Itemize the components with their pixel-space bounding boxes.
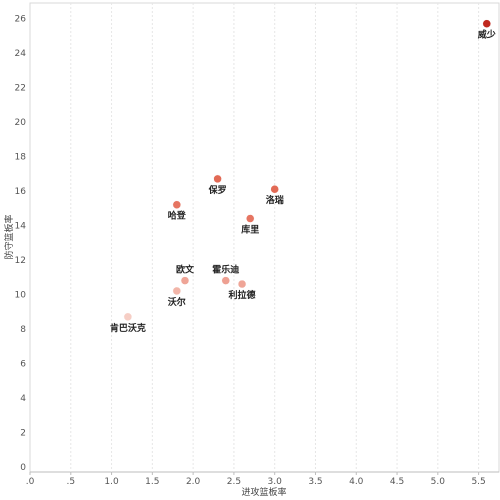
point-label: 保罗 (208, 184, 227, 196)
data-points (123, 19, 492, 322)
x-tick-label: 4.0 (349, 477, 364, 487)
x-tick-label: 2.0 (186, 477, 201, 487)
x-tick-label: 1.0 (104, 477, 119, 487)
point-label: 沃尔 (168, 296, 186, 308)
x-tick-label: 1.5 (145, 477, 159, 487)
x-tick-labels: .0 .5 1.0 1.5 2.0 2.5 3.0 3.5 4.0 4.5 5.0 5.5 (26, 477, 486, 487)
data-point (270, 184, 279, 194)
x-tick-label: .5 (66, 477, 75, 487)
point-label: 肯巴沃克 (110, 322, 146, 334)
y-tick-label: 2 (20, 428, 26, 438)
x-tick-label: 3.5 (308, 477, 322, 487)
y-tick-label: 6 (20, 359, 26, 369)
data-point (221, 276, 231, 285)
data-point (237, 279, 247, 289)
y-tick-label: 26 (15, 15, 27, 25)
y-tick-label: 18 (15, 152, 27, 162)
point-label: 利拉德 (228, 289, 256, 301)
data-point (245, 214, 255, 223)
x-tick-label: 5.5 (471, 477, 485, 487)
x-tick-label: .0 (26, 477, 35, 487)
x-tick-label: 2.5 (227, 477, 241, 487)
plot-frame (29, 2, 500, 473)
data-point (172, 286, 182, 296)
x-tick-label: 3.0 (268, 477, 283, 487)
point-label: 哈登 (168, 210, 187, 222)
y-tick-label: 12 (15, 256, 26, 266)
x-tick-label: 5.0 (431, 477, 446, 487)
y-tick-label: 4 (20, 394, 26, 404)
y-tick-label: 8 (20, 325, 26, 335)
point-label: 洛瑞 (266, 194, 284, 206)
data-point (482, 19, 492, 28)
data-point (172, 200, 182, 209)
data-point (123, 312, 133, 322)
x-tick-label: 4.5 (390, 477, 404, 487)
y-tick-label: 16 (15, 187, 27, 197)
y-tick-label: 24 (15, 49, 27, 59)
x-axis-title: 进攻篮板率 (241, 486, 286, 498)
data-point (180, 276, 190, 285)
y-tick-label: 10 (15, 290, 27, 300)
y-axis-title: 防守篮板率 (3, 214, 15, 259)
y-tick-label: 14 (15, 221, 27, 231)
point-label: 库里 (241, 224, 259, 236)
point-label: 霍乐迪 (212, 264, 239, 276)
point-label: 欧文 (176, 264, 195, 276)
y-tick-label: 20 (15, 118, 27, 128)
y-tick-label: 22 (15, 83, 26, 93)
data-point (213, 174, 222, 184)
y-tick-label: 0 (20, 463, 26, 473)
grid-lines (29, 3, 480, 475)
point-label: 威少 (478, 29, 496, 41)
